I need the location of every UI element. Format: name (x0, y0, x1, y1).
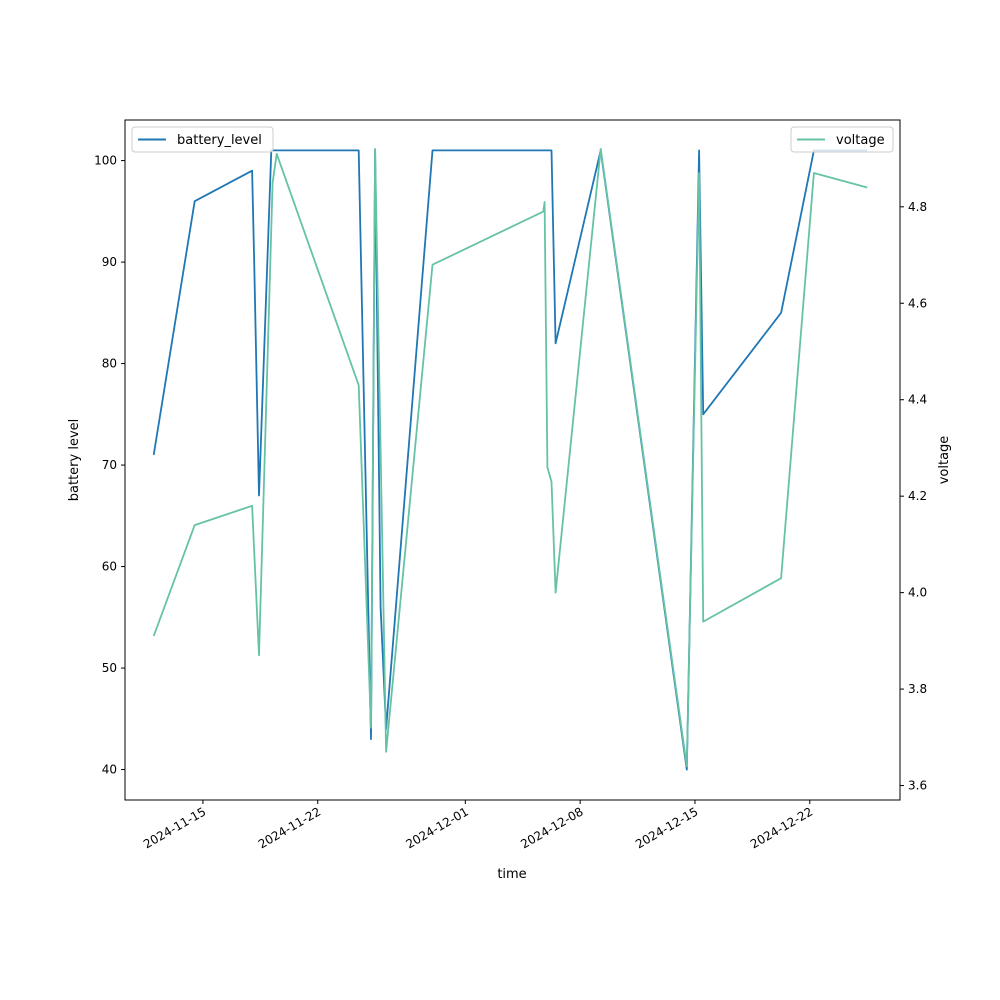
y2-tick-label: 4.4 (908, 393, 927, 407)
y-tick-label: 100 (94, 154, 117, 168)
y-axis-label: battery level (67, 419, 82, 502)
y-tick-label: 80 (102, 357, 117, 371)
legend-box (790, 126, 894, 153)
legend-battery-level: battery_level (131, 126, 274, 153)
y-tick-label: 60 (102, 560, 117, 574)
legend-voltage: voltage (790, 126, 894, 153)
x-axis-label: time (497, 867, 526, 882)
y-axis-right: 3.6 3.8 4.0 4.2 4.4 4.6 4.8 (900, 200, 927, 793)
y2-axis-label: voltage (937, 436, 952, 485)
y2-tick-label: 4.0 (908, 586, 927, 600)
y-axis-left: 40 50 60 70 80 90 100 (94, 154, 125, 777)
y2-tick-label: 4.6 (908, 296, 927, 310)
y2-tick-label: 3.6 (908, 779, 927, 793)
y-tick-label: 70 (102, 458, 117, 472)
y-tick-label: 50 (102, 661, 117, 675)
y2-tick-label: 3.8 (908, 682, 927, 696)
series-line-battery-level (152, 149, 868, 771)
y-tick-label: 40 (102, 763, 117, 777)
legend-box (131, 126, 274, 153)
y-tick-label: 90 (102, 255, 117, 269)
legend-label: battery_level (177, 133, 262, 148)
y2-tick-label: 4.2 (908, 489, 927, 503)
legend-label: voltage (836, 133, 885, 148)
plot-area-frame (124, 119, 901, 801)
y2-tick-label: 4.8 (908, 200, 927, 214)
series-line-voltage (152, 147, 868, 768)
series-lines (152, 147, 868, 771)
